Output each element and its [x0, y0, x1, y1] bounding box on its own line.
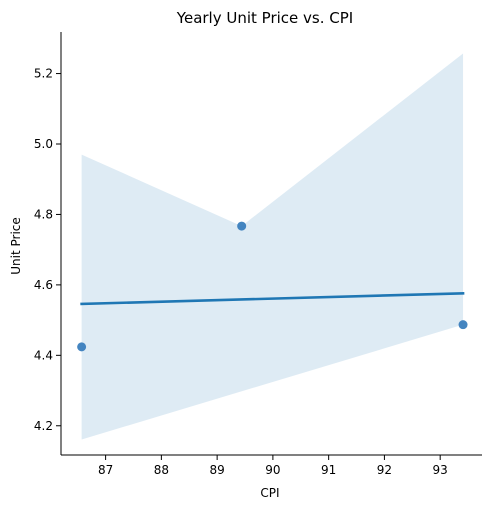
y-tick-label: 5.0	[34, 137, 53, 151]
data-point-2	[237, 222, 246, 231]
y-tick-label: 4.8	[34, 207, 53, 221]
y-tick-label: 4.4	[34, 348, 53, 362]
data-point-3	[459, 320, 468, 329]
x-tick-label: 87	[98, 463, 113, 477]
confidence-band-layer	[82, 53, 463, 439]
y-tick-label: 5.2	[34, 67, 53, 81]
x-tick-label: 91	[321, 463, 336, 477]
confidence-band	[82, 53, 463, 439]
y-axis-label: Unit Price	[9, 217, 23, 275]
y-tick-label: 4.2	[34, 419, 53, 433]
x-axis-label: CPI	[260, 486, 279, 500]
y-tick-label: 4.6	[34, 278, 53, 292]
data-point-1	[77, 342, 86, 351]
chart-title: Yearly Unit Price vs. CPI	[176, 9, 353, 27]
x-tick-label: 90	[265, 463, 280, 477]
y-axis-ticks: 4.2 4.4 4.6 4.8 5.0 5.2	[34, 67, 61, 433]
x-tick-label: 93	[433, 463, 448, 477]
x-tick-label: 88	[154, 463, 169, 477]
x-tick-label: 89	[209, 463, 224, 477]
x-axis-ticks: 87 88 89 90 91 92 93	[98, 455, 448, 477]
x-tick-label: 92	[377, 463, 392, 477]
